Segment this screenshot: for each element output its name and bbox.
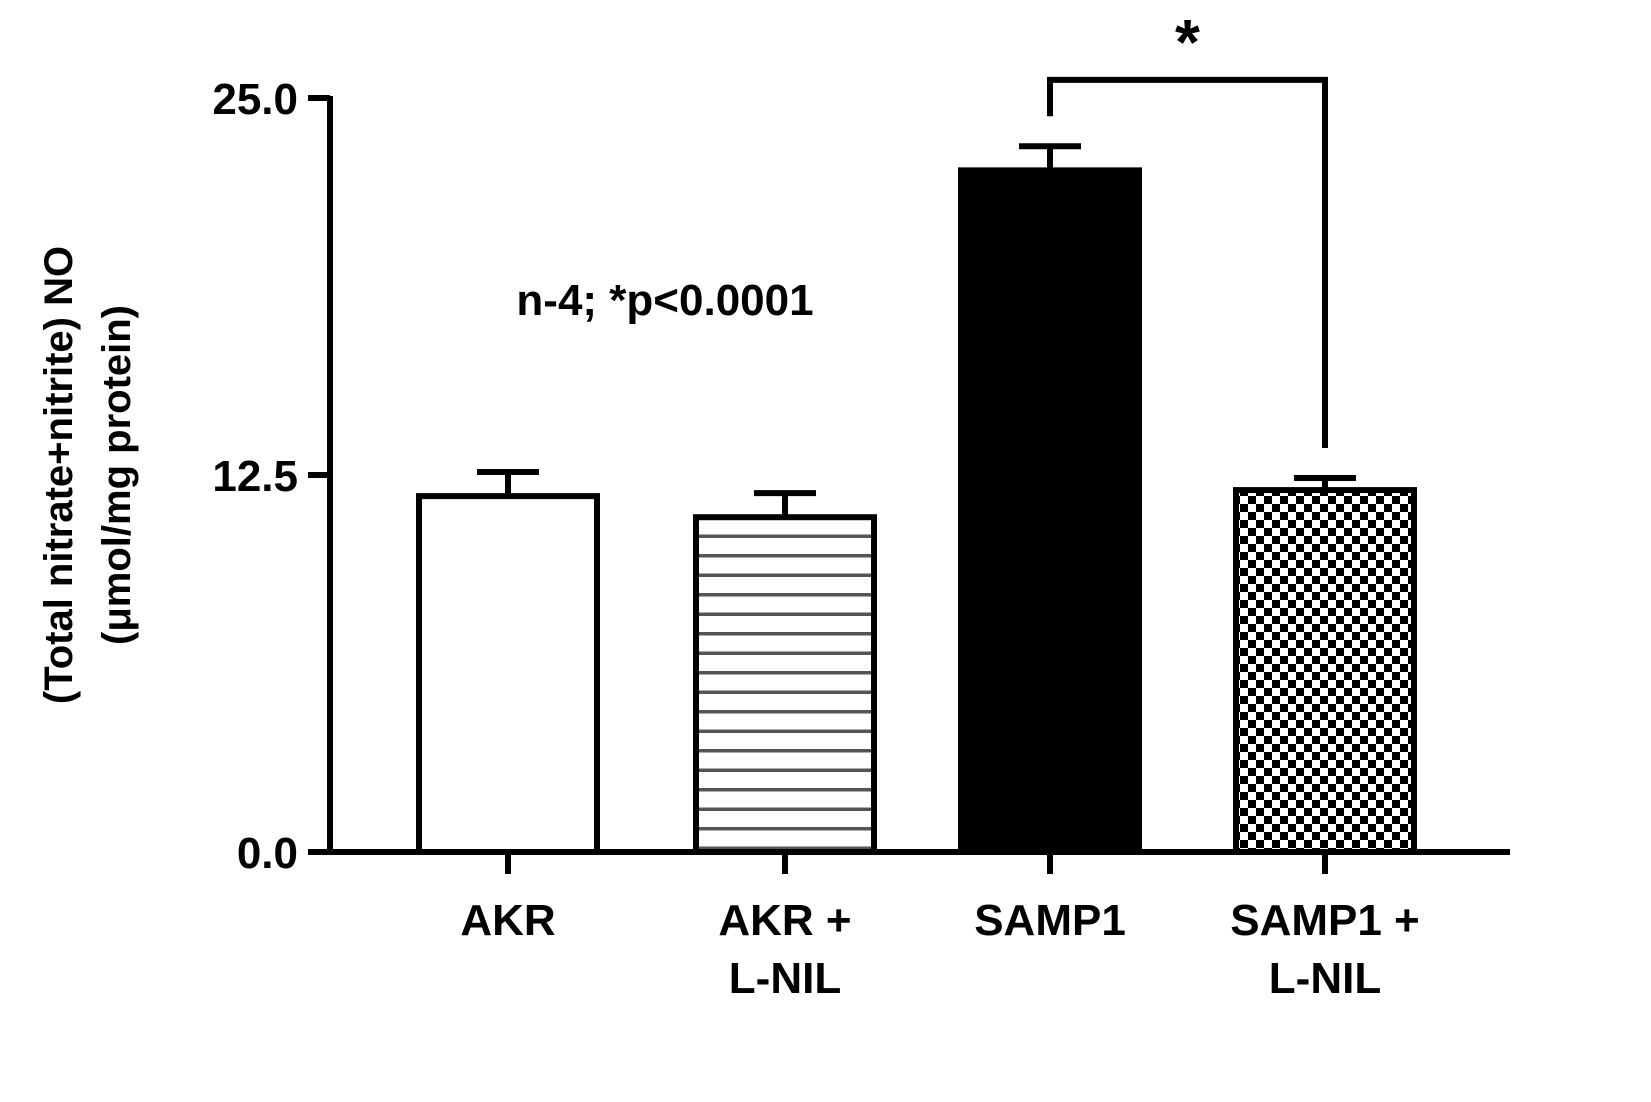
significance-star: * bbox=[1175, 6, 1200, 78]
x-category-label-0: AKR bbox=[460, 896, 555, 945]
y-axis-label: (Total nitrate+nitrite) NO (μmol/mg prote… bbox=[37, 246, 139, 704]
stats-annotation: n-4; *p<0.0001 bbox=[516, 276, 813, 325]
bars bbox=[416, 143, 1417, 856]
x-category-label-2: SAMP1 bbox=[974, 896, 1126, 945]
x-category-label-3: SAMP1 + L-NIL bbox=[1230, 896, 1420, 1003]
y-tick-label-0: 0.0 bbox=[237, 829, 298, 878]
x-category-label-line: L-NIL bbox=[1269, 954, 1381, 1003]
y-axis-label-line-1: (μmol/mg protein) bbox=[95, 305, 139, 645]
y-tick-label-1: 12.5 bbox=[212, 452, 298, 501]
x-category-label-line: SAMP1 bbox=[974, 896, 1126, 945]
axes: 0.0 12.5 25.0 AKR AKR + L-NIL SAMP1 SAMP1 + L-NI… bbox=[212, 75, 1510, 1003]
x-category-label-line: L-NIL bbox=[729, 954, 841, 1003]
significance-bracket bbox=[1047, 76, 1328, 449]
x-category-label-line: AKR bbox=[460, 896, 555, 945]
annotations: * n-4; *p<0.0001 bbox=[516, 6, 1328, 449]
y-tick-label-2: 25.0 bbox=[212, 75, 298, 124]
bar-2 bbox=[958, 167, 1142, 856]
bar-3 bbox=[1233, 487, 1417, 855]
bar-1 bbox=[693, 514, 877, 855]
x-category-label-line: AKR + bbox=[718, 896, 851, 945]
x-category-label-line: SAMP1 + bbox=[1230, 896, 1420, 945]
y-axis-label-line-0: (Total nitrate+nitrite) NO bbox=[37, 246, 81, 704]
x-category-label-1: AKR + L-NIL bbox=[718, 896, 851, 1003]
y-axis-label-text: (Total nitrate+nitrite) NO (μmol/mg prote… bbox=[37, 246, 139, 704]
bar-0 bbox=[416, 493, 600, 855]
